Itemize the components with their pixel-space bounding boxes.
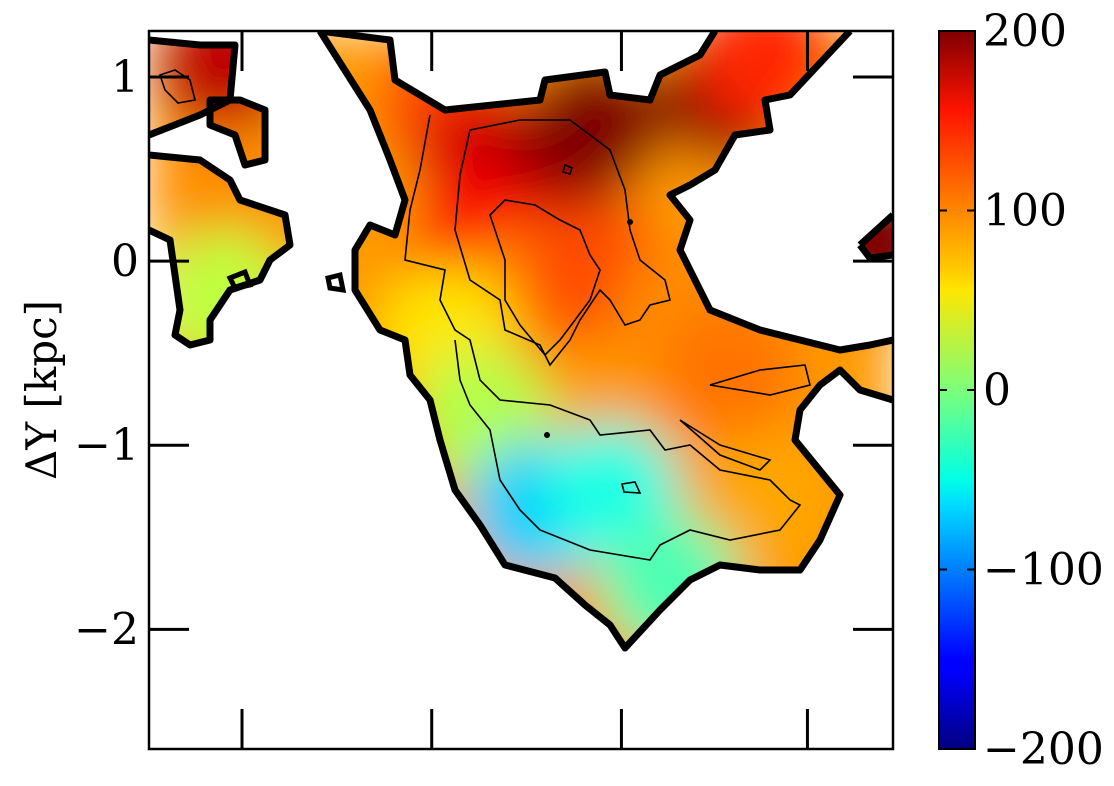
contour-dot bbox=[544, 432, 550, 438]
y-tick-label: −2 bbox=[74, 604, 139, 655]
axes: 1 0 −1 −2 bbox=[74, 31, 893, 749]
region-outline bbox=[857, 212, 893, 262]
field-sample bbox=[153, 31, 294, 138]
field-sample bbox=[659, 301, 800, 442]
field-sample bbox=[599, 513, 740, 648]
y-axis-label: ΔY [kpc] bbox=[17, 300, 66, 480]
contour-inner bbox=[709, 364, 811, 396]
contour-inner bbox=[562, 163, 573, 175]
contour-inner bbox=[404, 114, 802, 561]
y-tick-label: 1 bbox=[111, 52, 139, 103]
region-outline bbox=[317, 31, 893, 652]
colorbar-tick-label: 0 bbox=[983, 365, 1011, 416]
field-sample bbox=[800, 172, 893, 313]
contour-inner bbox=[621, 481, 642, 494]
colorbar: 200 100 0 −100 −200 bbox=[938, 6, 1104, 775]
y-tick-label: 0 bbox=[111, 236, 139, 287]
colorbar-tick-label: 100 bbox=[983, 186, 1067, 237]
region-outline bbox=[206, 96, 269, 169]
colorbar-tick-label: −200 bbox=[983, 724, 1104, 775]
colorbar-tick-label: 200 bbox=[983, 6, 1067, 57]
contour-inner bbox=[158, 69, 196, 104]
island-outline bbox=[325, 271, 347, 294]
plot-frame bbox=[147, 29, 895, 751]
contour-dot bbox=[627, 219, 633, 225]
y-tick-label: −1 bbox=[74, 420, 139, 471]
contour-inner bbox=[454, 119, 671, 367]
island-outline bbox=[226, 268, 254, 291]
contour-inner bbox=[489, 199, 601, 357]
field-sample bbox=[696, 430, 837, 571]
colorbar-ticks: 200 100 0 −100 −200 bbox=[939, 6, 1104, 775]
contour-lines bbox=[149, 31, 893, 652]
region-outline bbox=[149, 36, 239, 139]
contour-inner bbox=[679, 419, 772, 471]
colorbar-tick-label: −100 bbox=[983, 545, 1104, 596]
